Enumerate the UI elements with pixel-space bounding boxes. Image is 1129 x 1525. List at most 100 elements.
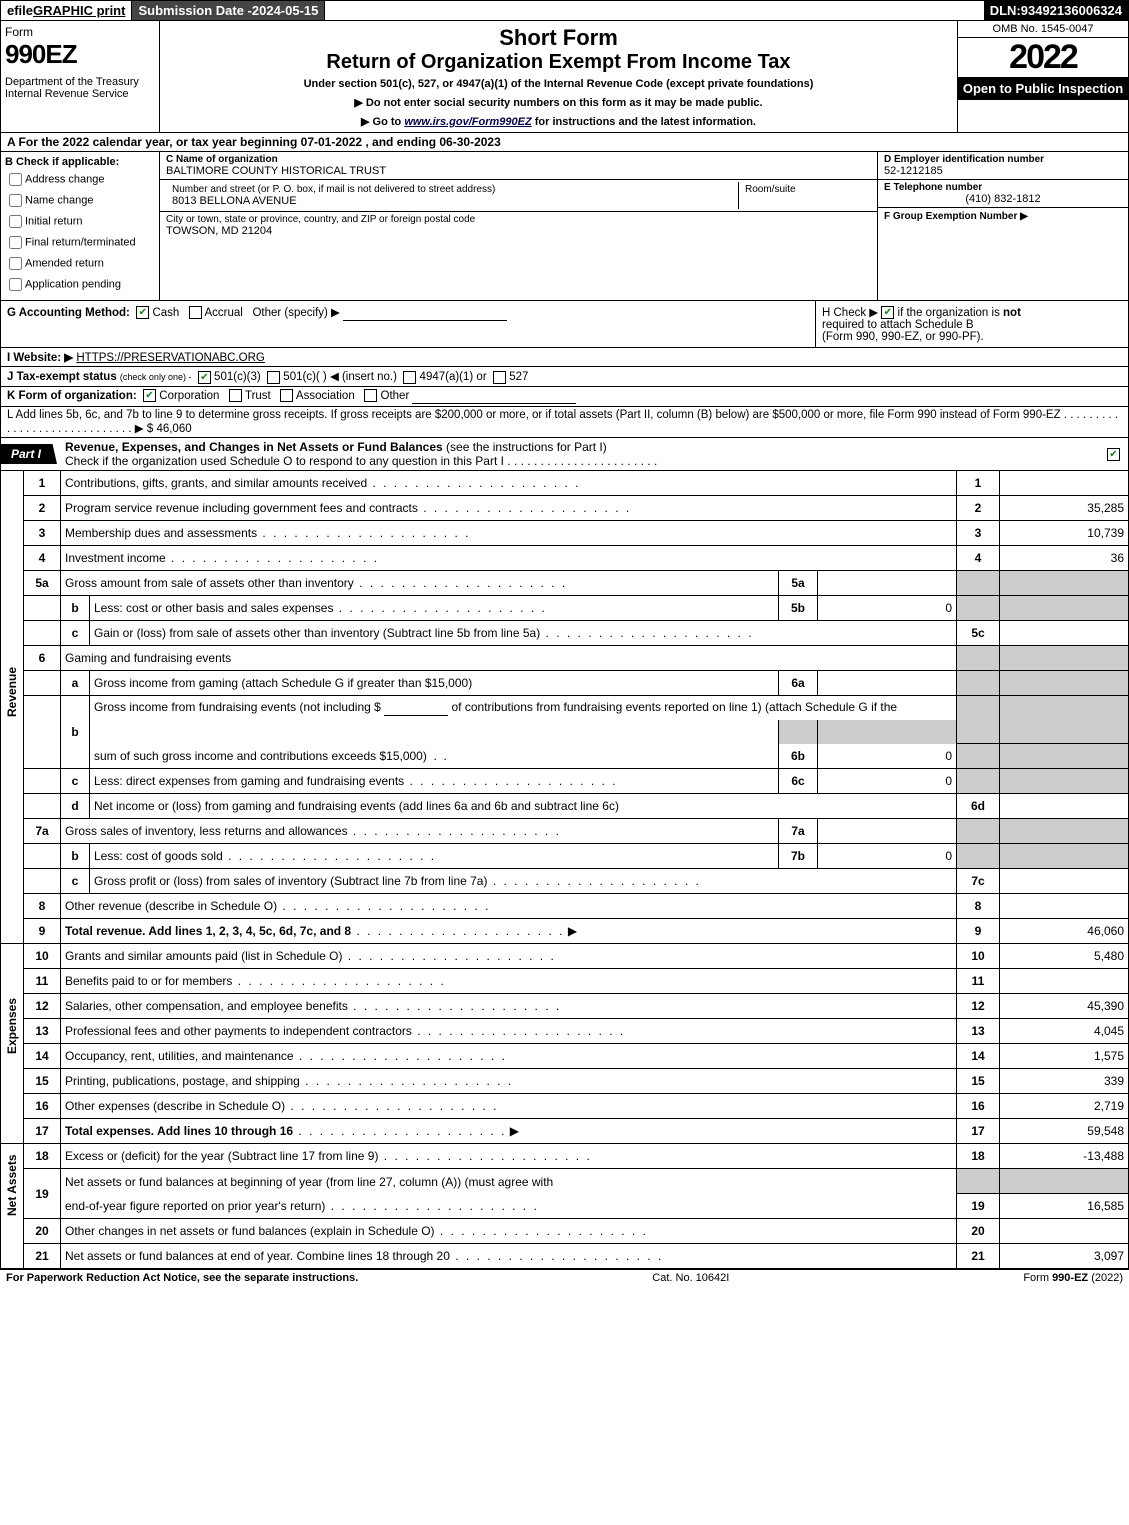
chk-other-org[interactable] [364, 389, 377, 402]
chk-schedule-o[interactable] [1107, 448, 1120, 461]
chk-amended-return[interactable]: Amended return [5, 254, 155, 273]
l7a-num: 7a [24, 819, 61, 844]
chk-name-change-box[interactable] [9, 194, 22, 207]
chk-501c3[interactable] [198, 371, 211, 384]
chk-initial-return-box[interactable] [9, 215, 22, 228]
tel-value: (410) 832-1812 [884, 193, 1122, 205]
chk-address-change[interactable]: Address change [5, 170, 155, 189]
line-20: 20Other changes in net assets or fund ba… [24, 1219, 1129, 1244]
l19-box: 19 [957, 1194, 1000, 1219]
line-11: 11Benefits paid to or for members11 [24, 969, 1129, 994]
l6-num: 6 [24, 645, 61, 670]
l5b-shade2 [1000, 595, 1129, 620]
part-1-title-sub: (see the instructions for Part I) [446, 440, 607, 454]
irs-link[interactable]: www.irs.gov/Form990EZ [404, 116, 531, 128]
street-label: Number and street (or P. O. box, if mail… [172, 184, 732, 195]
l10-num: 10 [24, 944, 61, 969]
efile-link[interactable]: efile GRAPHIC print [1, 1, 132, 20]
line-10: 10Grants and similar amounts paid (list … [24, 944, 1129, 969]
l15-box: 15 [957, 1069, 1000, 1094]
chk-cash[interactable] [136, 306, 149, 319]
chk-final-return-box[interactable] [9, 236, 22, 249]
l5b-mv: 0 [818, 595, 957, 620]
l9-box: 9 [957, 919, 1000, 944]
open-to-public: Open to Public Inspection [958, 77, 1128, 100]
page-footer: For Paperwork Reduction Act Notice, see … [0, 1269, 1129, 1286]
l5a-shade2 [1000, 570, 1129, 595]
l13-num: 13 [24, 1019, 61, 1044]
chk-amended-return-box[interactable] [9, 257, 22, 270]
l7c-num: c [61, 869, 90, 894]
l20-box: 20 [957, 1219, 1000, 1244]
org-name-label: C Name of organization [166, 154, 871, 165]
chk-h[interactable] [881, 306, 894, 319]
chk-final-return[interactable]: Final return/terminated [5, 233, 155, 252]
lbl-other-org: Other [381, 390, 410, 402]
line-12: 12Salaries, other compensation, and empl… [24, 994, 1129, 1019]
footer-right-pre: Form [1023, 1272, 1052, 1284]
line-4: 4Investment income436 [24, 545, 1129, 570]
l3-val: 10,739 [1000, 520, 1129, 545]
dln-value: 93492136006324 [1021, 3, 1122, 18]
l3-num: 3 [24, 520, 61, 545]
chk-corp[interactable] [143, 389, 156, 402]
chk-assoc[interactable] [280, 389, 293, 402]
footer-right-b: 990-EZ [1052, 1272, 1088, 1284]
lbl-accrual: Accrual [204, 307, 242, 319]
l6c-indent [24, 769, 61, 794]
line-18: 18Excess or (deficit) for the year (Subt… [24, 1144, 1129, 1169]
l7b-shade1 [957, 844, 1000, 869]
group-exemption-block: F Group Exemption Number ▶ [878, 208, 1128, 224]
section-b-head: B Check if applicable: [5, 156, 155, 168]
h-not: not [1003, 307, 1021, 319]
l21-val: 3,097 [1000, 1244, 1129, 1269]
chk-accrual[interactable] [189, 306, 202, 319]
l17-arrow: ▶ [510, 1124, 519, 1138]
l6b-mbshade [779, 720, 818, 744]
l6b-amount-input[interactable] [384, 701, 448, 716]
line-1: 1Contributions, gifts, grants, and simil… [24, 471, 1129, 496]
footer-catno: Cat. No. 10642I [652, 1272, 729, 1284]
line-19a: 19Net assets or fund balances at beginni… [24, 1169, 1129, 1194]
other-specify-input[interactable] [343, 306, 507, 321]
street-value: 8013 BELLONA AVENUE [172, 195, 732, 207]
chk-501c[interactable] [267, 371, 280, 384]
website-url[interactable]: HTTPS://PRESERVATIONABC.ORG [76, 352, 265, 364]
line-6b-3: sum of such gross income and contributio… [24, 744, 1129, 769]
chk-trust[interactable] [229, 389, 242, 402]
line-6a: aGross income from gaming (attach Schedu… [24, 670, 1129, 695]
l7b-num: b [61, 844, 90, 869]
ssn-warning: ▶ Do not enter social security numbers o… [166, 96, 951, 109]
l7b-desc: Less: cost of goods sold [94, 849, 436, 863]
l5c-val [1000, 620, 1129, 645]
lbl-trust: Trust [245, 390, 271, 402]
efile-graphic-print[interactable]: GRAPHIC print [33, 3, 125, 18]
chk-527[interactable] [493, 371, 506, 384]
chk-address-change-label: Address change [25, 173, 105, 185]
ein-value: 52-1212185 [884, 165, 1122, 177]
section-k: K Form of organization: Corporation Trus… [0, 387, 1129, 407]
line-9: 9Total revenue. Add lines 1, 2, 3, 4, 5c… [24, 919, 1129, 944]
other-org-input[interactable] [412, 389, 576, 404]
dept-treasury: Department of the Treasury Internal Reve… [5, 76, 155, 100]
line-7c: cGross profit or (loss) from sales of in… [24, 869, 1129, 894]
tax-year: 2022 [958, 38, 1128, 77]
l7b-mv: 0 [818, 844, 957, 869]
group-exemption-label: F Group Exemption Number ▶ [884, 211, 1028, 222]
chk-application-pending[interactable]: Application pending [5, 275, 155, 294]
l5a-shade1 [957, 570, 1000, 595]
section-j: J Tax-exempt status (check only one) - 5… [0, 367, 1129, 386]
chk-address-change-box[interactable] [9, 173, 22, 186]
section-d-e-f: D Employer identification number 52-1212… [878, 152, 1128, 300]
line-3: 3Membership dues and assessments310,739 [24, 520, 1129, 545]
chk-4947[interactable] [403, 371, 416, 384]
chk-name-change[interactable]: Name change [5, 191, 155, 210]
l11-desc: Benefits paid to or for members [65, 974, 446, 988]
l4-num: 4 [24, 545, 61, 570]
j-sub: (check only one) - [120, 372, 192, 382]
section-c: C Name of organization BALTIMORE COUNTY … [160, 152, 878, 300]
footer-right: Form 990-EZ (2022) [1023, 1272, 1123, 1284]
room-label: Room/suite [745, 184, 796, 195]
chk-application-pending-box[interactable] [9, 278, 22, 291]
chk-initial-return[interactable]: Initial return [5, 212, 155, 231]
